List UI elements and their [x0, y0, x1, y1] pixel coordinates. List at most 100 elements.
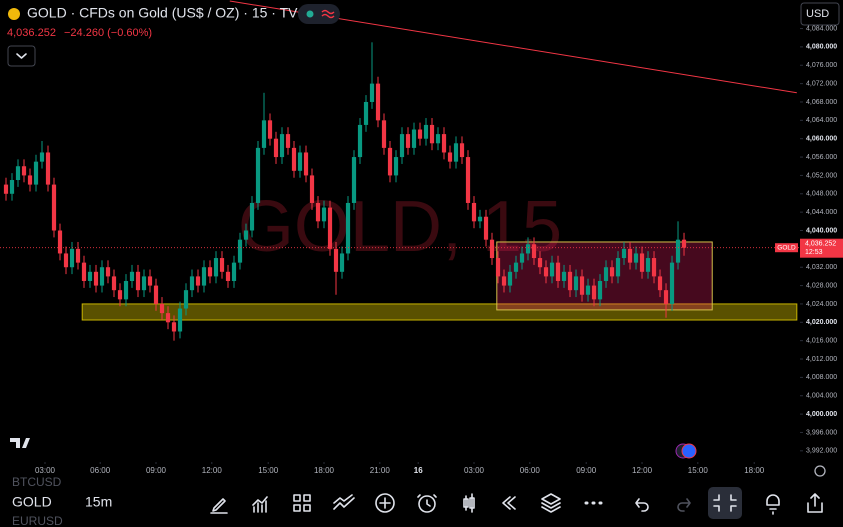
event-icon[interactable] [681, 443, 697, 459]
candle-body [261, 120, 267, 148]
candle-body [243, 230, 249, 240]
y-tick-label: 4,064.000 [806, 117, 837, 124]
collapse-button[interactable] [7, 45, 36, 67]
x-tick-label: 16 [414, 466, 423, 475]
y-tick-label: 4,020.000 [806, 319, 837, 326]
objects[interactable] [541, 493, 561, 513]
candle-body [555, 262, 561, 281]
y-tick-label: 4,024.000 [806, 301, 837, 308]
chart-type[interactable] [463, 493, 475, 513]
candle-body [633, 253, 639, 263]
candle-body [165, 313, 171, 323]
candle-body [543, 267, 549, 277]
currency-button[interactable] [800, 2, 840, 26]
candle-body [417, 129, 423, 139]
add[interactable] [375, 493, 395, 513]
prev-symbol: BTCUSD [12, 475, 62, 489]
candle-body [333, 248, 339, 272]
candle-body [651, 258, 657, 277]
tv-logo [10, 438, 30, 448]
compare[interactable] [333, 494, 355, 510]
candle-body [297, 152, 303, 171]
candle-body [603, 267, 609, 281]
candle-body [321, 207, 327, 222]
candle-body [411, 129, 417, 148]
y-tick-label: 4,000.000 [806, 411, 837, 418]
candle-body [105, 267, 111, 277]
replay[interactable] [502, 496, 516, 510]
candle-body [135, 271, 141, 291]
candle-body [663, 290, 669, 304]
toolbar [0, 482, 843, 527]
candle-body [147, 276, 153, 286]
y-tick-label: 4,084.000 [806, 25, 837, 32]
candle-body [273, 138, 279, 158]
y-tick-label: 4,076.000 [806, 62, 837, 69]
watermark: GOLD, 15 [238, 187, 562, 267]
symbol-icon [8, 8, 20, 20]
candle-body [369, 83, 375, 102]
alert[interactable] [418, 495, 436, 513]
candle-body [483, 216, 489, 240]
candle-body [45, 152, 51, 185]
indicators[interactable] [252, 496, 268, 513]
y-tick-label: 4,072.000 [806, 80, 837, 87]
candle-body [141, 276, 147, 291]
y-tick-label: 4,048.000 [806, 191, 837, 198]
candle-body [3, 184, 9, 194]
y-tick-label: 4,052.000 [806, 172, 837, 179]
candle-body [249, 202, 255, 231]
candle-body [399, 134, 405, 158]
price-axis: 3,992.000 3,996.000 4,000.000 4,004.000 4,00… [775, 25, 843, 455]
candle-body [237, 239, 243, 263]
toolbar-symbol[interactable]: GOLD [12, 494, 52, 510]
candle-body [513, 262, 519, 272]
y-tick-label: 4,016.000 [806, 338, 837, 345]
undo[interactable] [635, 498, 649, 512]
candle-body [675, 239, 681, 263]
fullscreen-button[interactable] [708, 487, 742, 519]
candle-body [111, 276, 117, 291]
candle-body [207, 267, 213, 277]
y-tick-label: 4,080.000 [806, 44, 837, 51]
candle-body [345, 202, 351, 254]
candle-body [153, 285, 159, 304]
candle-body [51, 184, 57, 231]
candle-body [585, 285, 591, 295]
candle-body [501, 276, 507, 286]
candle-body [15, 166, 21, 181]
candle-body [573, 276, 579, 291]
candle-body [435, 134, 441, 144]
candle-body [639, 253, 645, 272]
toolbar-interval[interactable]: 15m [85, 494, 112, 510]
layouts[interactable] [293, 494, 311, 512]
candle-body [123, 280, 129, 300]
status-pill[interactable] [298, 4, 340, 24]
settings-icon[interactable] [814, 465, 826, 477]
candle-body [33, 161, 39, 185]
x-tick-label: 21:00 [370, 466, 391, 475]
candle-body [537, 258, 543, 268]
candle-body [507, 271, 513, 286]
candle-body [381, 120, 387, 148]
candle-body [195, 276, 201, 286]
candle-body [441, 134, 447, 153]
share[interactable] [807, 493, 823, 513]
candle-body [567, 271, 573, 291]
symbol-title[interactable]: GOLD · CFDs on Gold (US$ / OZ) · 15 · TV… [27, 5, 308, 21]
next-symbol: EURUSD [12, 514, 63, 527]
y-tick-label: 4,012.000 [806, 356, 837, 363]
x-tick-label: 12:00 [632, 466, 653, 475]
draw-tool[interactable] [210, 498, 228, 514]
candle-body [69, 248, 75, 268]
y-tick-label: 4,040.000 [806, 227, 837, 234]
zone [81, 303, 798, 321]
candle-body [579, 276, 585, 295]
ideas[interactable] [766, 494, 780, 515]
x-tick-label: 06:00 [90, 466, 111, 475]
redo [677, 498, 691, 512]
candle-body [393, 157, 399, 176]
candle-body [525, 244, 531, 254]
